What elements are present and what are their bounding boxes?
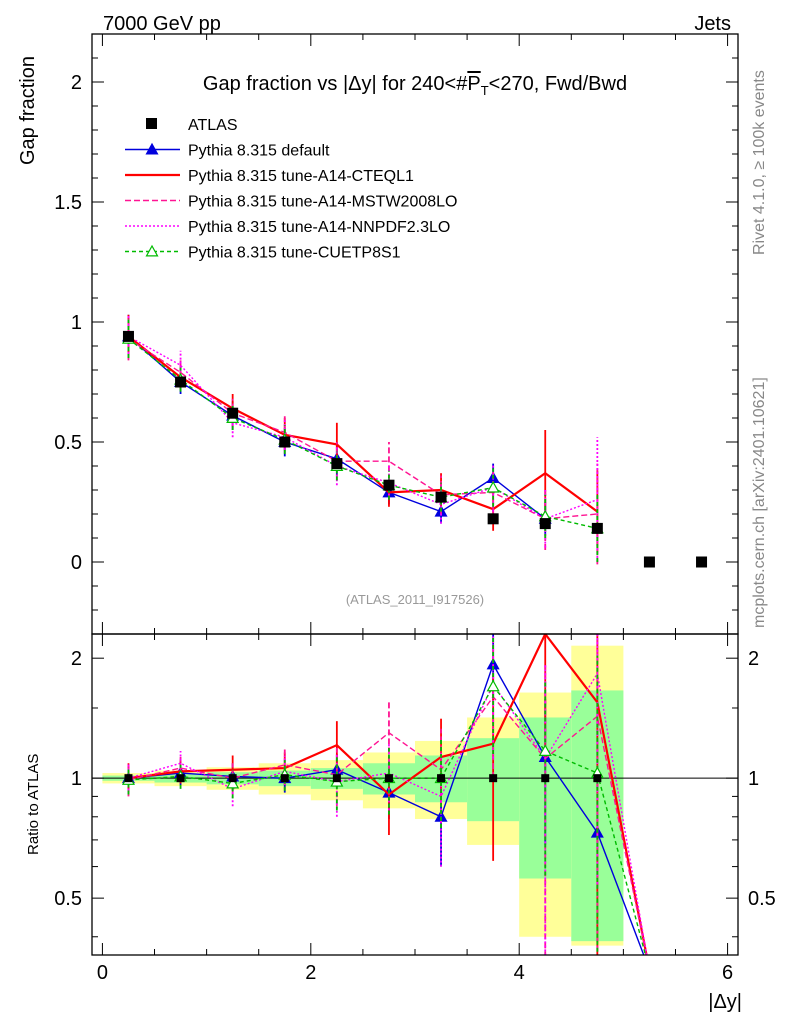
rivet-label: Rivet 4.1.0, ≥ 100k events	[751, 70, 768, 255]
ratio-y-tick-label-right: 1	[748, 768, 759, 790]
atlas-ratio-point	[228, 774, 237, 783]
atlas-ratio-point	[176, 774, 185, 783]
x-tick-label: 2	[305, 962, 316, 984]
atlas-data-point	[227, 407, 239, 419]
legend-label: Pythia 8.315 tune-CUETP8S1	[188, 245, 401, 262]
atlas-ratio-points	[124, 774, 602, 783]
plot-title-t: T	[481, 83, 489, 98]
main-y-tick-label: 0	[71, 552, 82, 574]
atlas-ratio-point	[280, 774, 289, 783]
legend-label: Pythia 8.315 tune-A14-MSTW2008LO	[188, 194, 457, 211]
series-line	[128, 338, 598, 520]
ratio-y-tick-label: 1	[71, 768, 82, 790]
x-tick-label: 0	[97, 962, 108, 984]
atlas-data-point	[591, 522, 603, 534]
atlas-ratio-point	[384, 774, 393, 783]
legend-marker	[145, 142, 159, 155]
plot-title-p: P	[467, 73, 480, 95]
legend-entry-pythia-8-315-default: Pythia 8.315 default	[125, 143, 330, 160]
atlas-data-point	[331, 458, 343, 470]
plot-title-suffix: <270, Fwd/Bwd	[489, 73, 627, 95]
series-marker	[538, 744, 552, 756]
atlas-data-point	[383, 479, 395, 491]
legend-label: Pythia 8.315 tune-A14-CTEQL1	[188, 168, 414, 185]
atlas-data-points	[122, 330, 708, 568]
legend-atlas-label: ATLAS	[188, 117, 238, 134]
ratio-y-tick-label-right: 0.5	[748, 888, 776, 910]
ratio-y-tick-label: 0.5	[54, 888, 82, 910]
process-label: Jets	[694, 13, 731, 35]
legend-label: Pythia 8.315 default	[188, 143, 330, 160]
legend-entry-pythia-8-315-tune-a14-mstw2008lo: Pythia 8.315 tune-A14-MSTW2008LO	[125, 194, 457, 211]
atlas-data-point	[122, 330, 134, 342]
legend: ATLAS Pythia 8.315 default Pythia 8.315 tu…	[125, 117, 457, 262]
plot-title: Gap fraction vs |Δy| for 240<#PT<270, Fw…	[203, 73, 627, 98]
ratio-y-axis-label: Ratio to ATLAS	[25, 754, 42, 855]
atlas-ratio-point	[332, 774, 341, 783]
series-marker	[486, 480, 500, 493]
atlas-data-point	[539, 518, 551, 530]
legend-entry-pythia-8-315-tune-a14-nnpdf2-3lo: Pythia 8.315 tune-A14-NNPDF2.3LO	[125, 219, 450, 236]
series-marker	[226, 776, 240, 789]
legend-entry-atlas: ATLAS	[146, 117, 238, 134]
atlas-data-point	[487, 513, 499, 525]
x-tick-label: 6	[722, 962, 733, 984]
main-y-tick-label: 0.5	[54, 432, 82, 454]
legend-entry-pythia-8-315-tune-cuetp8s1: Pythia 8.315 tune-CUETP8S1	[125, 245, 401, 262]
atlas-ratio-point	[489, 774, 498, 783]
atlas-data-point	[175, 376, 187, 388]
main-panel-series	[121, 314, 708, 568]
legend-marker	[145, 244, 159, 257]
atlas-ratio-point	[541, 774, 550, 783]
energy-label: 7000 GeV pp	[103, 13, 221, 35]
main-y-tick-label: 2	[71, 72, 82, 94]
ratio-y-tick-label-right: 2	[748, 648, 759, 670]
atlas-data-point	[279, 436, 291, 448]
x-axis-label: |Δy|	[708, 991, 742, 1013]
main-y-axis-label: Gap fraction	[17, 56, 39, 165]
series-line	[128, 338, 598, 530]
axes: 0 0.5 1 1.5 2 0 2 4 6 0.5 0.5 1 1 2 2	[54, 33, 776, 984]
atlas-data-point	[643, 556, 655, 568]
x-tick-label: 4	[514, 962, 525, 984]
atlas-data-point	[435, 491, 447, 503]
atlas-ratio-point	[124, 774, 133, 783]
mcplots-label: mcplots.cern.ch [arXiv:2401.10621]	[751, 377, 768, 628]
series-marker	[486, 679, 500, 692]
main-y-tick-label: 1.5	[54, 192, 82, 214]
atlas-ratio-point	[593, 774, 602, 783]
atlas-ratio-point	[437, 774, 446, 783]
plot-title-prefix: Gap fraction vs |Δy| for 240<#	[203, 73, 468, 95]
series-line	[128, 695, 648, 955]
atlas-data-point	[696, 556, 708, 568]
legend-label: Pythia 8.315 tune-A14-NNPDF2.3LO	[188, 219, 450, 236]
ratio-panel-series	[92, 634, 738, 955]
series-line	[128, 634, 648, 955]
analysis-label: (ATLAS_2011_I917526)	[346, 592, 484, 607]
legend-entry-pythia-8-315-tune-a14-cteql1: Pythia 8.315 tune-A14-CTEQL1	[125, 168, 414, 185]
ratio-y-tick-label: 2	[71, 648, 82, 670]
legend-atlas-marker	[146, 118, 157, 129]
main-y-tick-label: 1	[71, 312, 82, 334]
